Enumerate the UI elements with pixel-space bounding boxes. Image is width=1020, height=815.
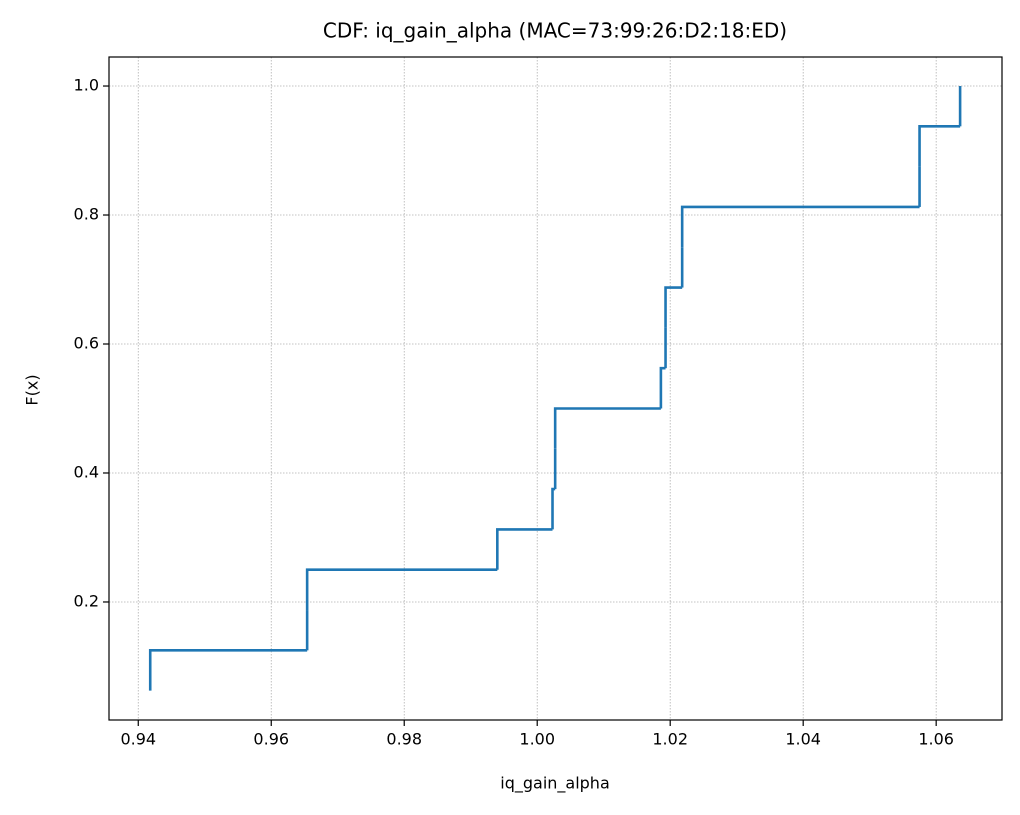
- x-axis-label: iq_gain_alpha: [500, 774, 610, 794]
- cdf-step: [305, 568, 498, 611]
- cdf-step: [148, 649, 308, 691]
- cdf-step: [496, 528, 553, 570]
- cdf-step: [680, 205, 920, 248]
- x-tick-label: 1.00: [519, 730, 555, 749]
- y-tick-label: 0.4: [74, 462, 99, 481]
- x-tick-label: 0.98: [386, 730, 422, 749]
- y-axis-label: F(x): [23, 374, 42, 405]
- x-tick-label: 1.02: [652, 730, 688, 749]
- y-tick-label: 0.2: [74, 591, 99, 610]
- cdf-step: [659, 366, 666, 409]
- x-tick-label: 1.06: [918, 730, 954, 749]
- y-tick-label: 0.8: [74, 205, 99, 224]
- cdf-step: [664, 286, 683, 328]
- y-tick-label: 1.0: [74, 76, 99, 95]
- plot-frame: [108, 56, 1003, 721]
- x-tick-label: 1.04: [785, 730, 821, 749]
- cdf-step: [551, 487, 556, 530]
- chart-title: CDF: iq_gain_alpha (MAC=73:99:26:D2:18:E…: [323, 19, 787, 43]
- cdf-step: [553, 407, 661, 449]
- x-tick-label: 0.94: [120, 730, 156, 749]
- x-tick-label: 0.96: [253, 730, 289, 749]
- y-tick-label: 0.6: [74, 333, 99, 352]
- cdf-step: [918, 125, 961, 167]
